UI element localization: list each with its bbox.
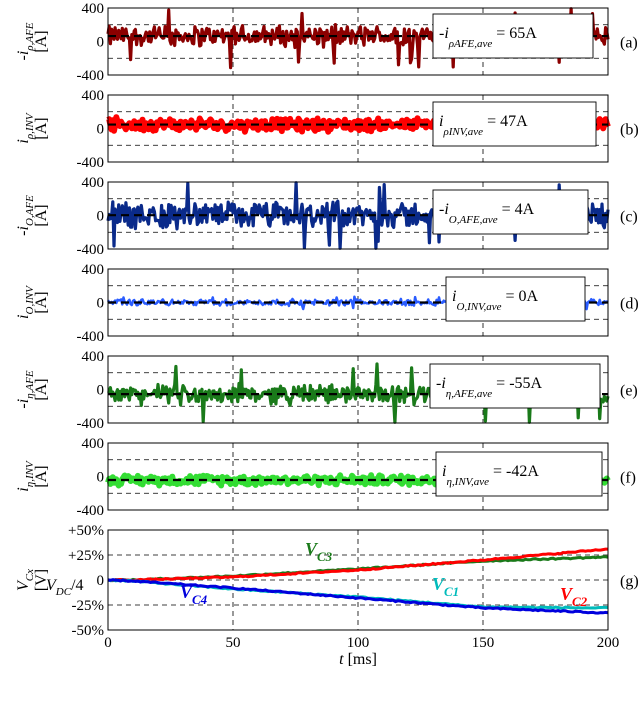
x-tick-label: 100 <box>347 635 370 651</box>
y-axis-label: iη,INV <box>15 460 36 492</box>
y-tick-label: 0 <box>97 296 105 312</box>
y-tick-label: +25% <box>68 548 104 564</box>
plot-frame <box>107 355 609 424</box>
x-tick-label: 0 <box>104 635 112 651</box>
y-axis-unit: [A] <box>33 117 50 139</box>
annotation-box <box>435 451 603 497</box>
plot-frame <box>107 268 609 337</box>
panel-d: 400 0 -400 iO,INV,ave = 0A (d) iO,INV[A] <box>15 262 639 345</box>
annotation-text: iρINV,ave = 47A <box>439 113 528 138</box>
panel-label: (g) <box>620 573 639 590</box>
y-axis-label: -iρ,AFE <box>15 22 36 60</box>
y-tick-label: -400 <box>77 329 105 345</box>
y-tick-label: 0 <box>97 122 105 138</box>
annotation-box <box>432 13 594 59</box>
series-label-c4: VC4 <box>180 582 208 607</box>
x-tick-label: 200 <box>597 635 620 651</box>
annotation-box <box>432 101 597 147</box>
y-tick-label: 0 <box>97 209 105 225</box>
y-tick-label: -400 <box>77 416 105 432</box>
y-axis-label: VCx <box>15 569 36 591</box>
panel-a: 400 0 -400 -iρAFE,ave = 65A (a) -iρ,AFE[A] <box>15 1 638 84</box>
annotation-box <box>432 189 589 235</box>
x-tick-label: 50 <box>226 635 241 651</box>
x-axis-label: t [ms] <box>339 651 377 668</box>
y-tick-label: 400 <box>82 1 105 17</box>
series-line-c2 <box>107 547 608 583</box>
panel-b: 400 0 -400 iρINV,ave = 47A (b) iρ,INV[A] <box>15 88 639 171</box>
y-tick-label: 400 <box>82 436 105 452</box>
plot-frame <box>107 529 609 631</box>
y-tick-label: -50% <box>72 623 105 639</box>
y-tick-label: +50% <box>68 523 104 539</box>
y-axis-unit: [V] <box>33 569 50 591</box>
y-axis-unit: [A] <box>33 204 50 226</box>
y-tick-label: 0 <box>97 35 105 51</box>
y-tick-label: -25% <box>72 598 105 614</box>
plot-frame <box>107 7 609 76</box>
panel-label: (c) <box>620 209 638 226</box>
y-axis-unit: [A] <box>33 465 50 487</box>
series-label-c3: VC3 <box>305 539 333 564</box>
annotation-text: -iη,AFE,ave = -55A <box>436 375 543 400</box>
annotation-box <box>445 276 586 322</box>
y-axis-unit: [A] <box>33 30 50 52</box>
y-axis-label: iO,INV <box>15 285 36 319</box>
y-tick-label: -400 <box>77 503 105 519</box>
panel-label: (f) <box>620 470 636 487</box>
y-tick-label: 0 <box>97 573 105 589</box>
vdc-label: VDC/4 <box>46 577 84 598</box>
y-axis-label: iρ,INV <box>15 112 36 143</box>
annotation-text: iO,INV,ave = 0A <box>452 288 538 313</box>
y-tick-label: 400 <box>82 262 105 278</box>
x-tick-label: 150 <box>472 635 495 651</box>
panel-c: 400 0 -400 -iO,AFE,ave = 4A (c) -iO,AFE[A] <box>15 175 638 258</box>
panel-f: 400 0 -400 iη,INV,ave = -42A (f) iη,INV[A] <box>15 436 636 519</box>
y-axis-unit: [A] <box>33 378 50 400</box>
panel-e: 400 0 -400 -iη,AFE,ave = -55A (e) -iη,AFE[A] <box>15 349 638 432</box>
y-axis-label: -iη,AFE <box>15 370 36 408</box>
panel-g: +50% +25% 0 -25% -50% VC3 VC2 VC1 VC4 0 50 100 150 20… <box>15 523 639 668</box>
annotation-text: iη,INV,ave = -42A <box>442 463 539 488</box>
y-tick-label: -400 <box>77 68 105 84</box>
y-tick-label: 400 <box>82 349 105 365</box>
panel-label: (b) <box>620 122 639 139</box>
annotation-text: -iρAFE,ave = 65A <box>439 25 537 50</box>
panel-label: (e) <box>620 383 638 400</box>
y-tick-label: 400 <box>82 175 105 191</box>
series-label-c1: VC1 <box>432 574 459 599</box>
annotation-text: -iO,AFE,ave = 4A <box>439 201 535 226</box>
plot-frame <box>107 442 609 511</box>
series-label-c2: VC2 <box>560 584 588 609</box>
annotation-box <box>429 363 601 409</box>
panel-label: (a) <box>620 35 638 52</box>
plot-frame <box>107 94 609 163</box>
y-axis-unit: [A] <box>33 291 50 313</box>
y-tick-label: 0 <box>97 383 105 399</box>
y-axis-label: -iO,AFE <box>15 195 36 236</box>
y-tick-label: 0 <box>97 470 105 486</box>
panel-label: (d) <box>620 296 639 313</box>
plot-frame <box>107 181 609 250</box>
y-tick-label: 400 <box>82 88 105 104</box>
y-tick-label: -400 <box>77 155 105 171</box>
y-tick-label: -400 <box>77 242 105 258</box>
series-line-c4 <box>107 578 609 615</box>
